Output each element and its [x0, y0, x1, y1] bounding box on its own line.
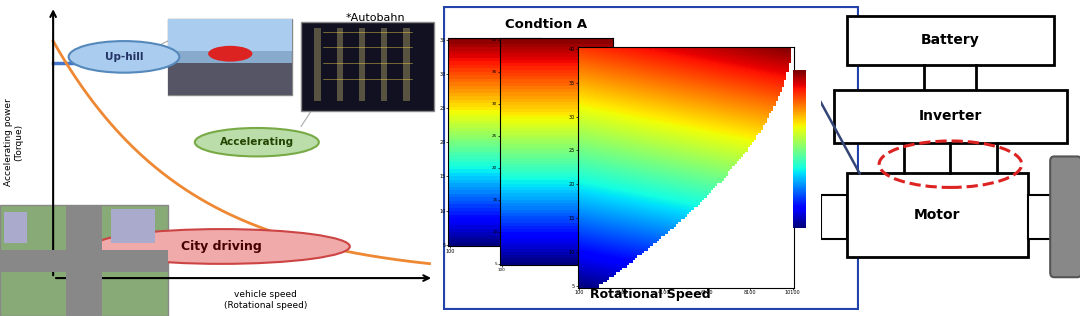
Bar: [301, 22, 434, 111]
Bar: [168, 63, 293, 95]
Ellipse shape: [194, 128, 319, 156]
Ellipse shape: [93, 229, 350, 264]
Bar: [168, 19, 293, 95]
Text: City driving: City driving: [181, 240, 261, 253]
Y-axis label: Torque: Torque: [609, 137, 618, 167]
Bar: [847, 15, 1054, 65]
Text: vehicle speed
(Rotational speed): vehicle speed (Rotational speed): [224, 290, 308, 310]
Text: Condtion A: Condtion A: [505, 18, 588, 31]
Bar: [0, 250, 168, 272]
Bar: [337, 28, 343, 101]
Text: Inverter: Inverter: [919, 109, 982, 123]
Bar: [403, 28, 409, 101]
Bar: [0, 205, 168, 316]
Bar: [1028, 195, 1054, 239]
Bar: [168, 19, 293, 51]
Ellipse shape: [69, 41, 179, 73]
Bar: [67, 205, 102, 316]
Bar: [834, 90, 1067, 143]
Text: Battery: Battery: [921, 33, 980, 47]
Text: Rotational Speed: Rotational Speed: [591, 288, 711, 301]
Text: Accelerating power
(Torque): Accelerating power (Torque): [3, 98, 23, 186]
Bar: [381, 28, 388, 101]
Bar: [359, 28, 365, 101]
Bar: [821, 195, 847, 239]
Bar: [111, 209, 156, 243]
Text: Condtion B: Condtion B: [589, 51, 671, 64]
Bar: [847, 173, 1028, 257]
Text: Condition C: Condition C: [659, 94, 745, 106]
Text: Up-hill: Up-hill: [105, 52, 144, 62]
Text: Accelerating: Accelerating: [219, 137, 294, 147]
Text: Motor: Motor: [914, 208, 961, 222]
Bar: [4, 212, 27, 243]
Text: *Autobahn: *Autobahn: [346, 13, 405, 23]
FancyBboxPatch shape: [1050, 156, 1080, 277]
Bar: [314, 28, 321, 101]
Ellipse shape: [208, 46, 253, 62]
